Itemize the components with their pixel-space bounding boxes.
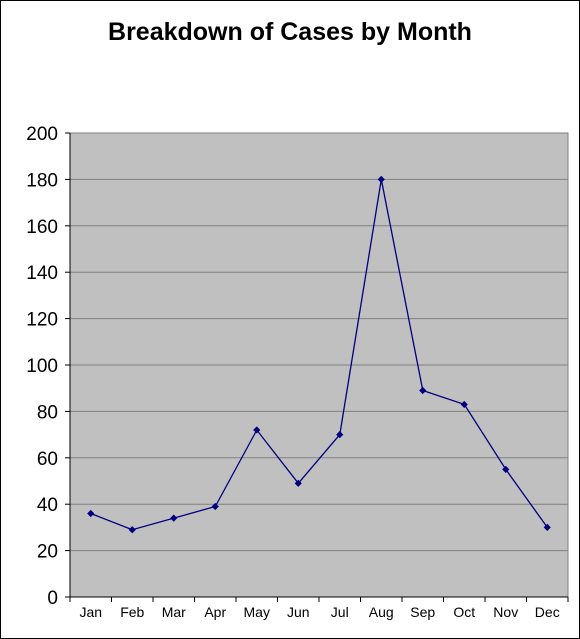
data-point <box>460 400 468 409</box>
data-point <box>543 523 551 531</box>
y-tick-label: 140 <box>26 263 58 284</box>
data-point <box>377 175 385 183</box>
data-point <box>253 426 261 434</box>
y-tick-label: 80 <box>37 402 58 423</box>
y-tick-label: 100 <box>26 356 58 377</box>
chart-title: Breakdown of Cases by Month <box>108 18 472 46</box>
x-tick-label: Apr <box>204 604 226 620</box>
data-point <box>336 431 344 439</box>
y-tick-label: 40 <box>37 495 58 516</box>
x-tick-label: Dec <box>535 604 560 620</box>
x-tick-label: Sep <box>410 604 435 620</box>
data-point <box>128 526 136 534</box>
x-tick-label: Oct <box>453 604 475 620</box>
data-point <box>211 502 219 511</box>
data-point <box>170 514 178 522</box>
x-tick-label: Mar <box>162 604 186 620</box>
series-line <box>90 179 548 531</box>
x-tick-label: Feb <box>120 604 144 620</box>
y-tick-label: 120 <box>26 310 58 331</box>
y-tick-label: 180 <box>26 170 58 191</box>
data-point <box>502 465 510 473</box>
data-point <box>87 509 95 518</box>
y-tick-label: 60 <box>37 449 58 470</box>
x-tick-label: Jan <box>79 604 102 620</box>
x-tick-label: Jun <box>287 604 310 620</box>
x-tick-label: Aug <box>369 604 394 620</box>
data-point <box>419 386 427 395</box>
x-tick-label: Jul <box>331 604 349 620</box>
x-tick-label: May <box>244 604 270 620</box>
data-point <box>294 479 302 487</box>
y-tick-label: 200 <box>26 124 58 145</box>
y-tick-label: 0 <box>47 588 58 609</box>
y-tick-label: 20 <box>37 542 58 563</box>
y-tick-label: 160 <box>26 217 58 238</box>
x-tick-label: Nov <box>493 604 518 620</box>
